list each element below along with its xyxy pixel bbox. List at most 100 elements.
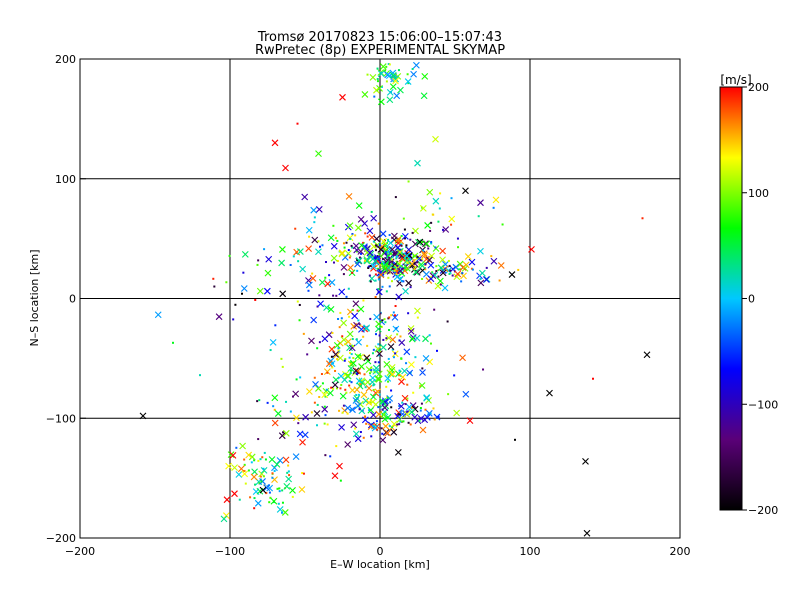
data-point-161 [392, 261, 395, 264]
data-point-533 [401, 401, 404, 404]
data-point-620 [390, 428, 398, 436]
data-point-579 [372, 368, 380, 375]
data-point-206 [427, 261, 435, 269]
data-point-375 [338, 250, 346, 258]
data-point-915 [297, 248, 304, 255]
data-point-954 [414, 356, 417, 359]
data-point-261 [435, 270, 438, 273]
data-point-458 [395, 370, 402, 378]
data-point-1074 [313, 410, 321, 417]
data-point-1017 [357, 215, 365, 223]
data-point-653 [367, 423, 375, 431]
data-point-234 [416, 261, 419, 264]
data-point-430 [406, 73, 409, 76]
data-point-993 [419, 369, 426, 376]
data-point-588 [375, 420, 378, 423]
data-point-1048 [582, 457, 589, 465]
data-point-940 [317, 300, 324, 308]
data-point-135 [413, 268, 421, 276]
data-point-325 [381, 258, 384, 261]
data-point-111 [428, 252, 436, 260]
y-tick-label-1: −100 [46, 412, 76, 425]
data-point-254 [449, 269, 452, 272]
data-point-773 [243, 458, 246, 461]
data-point-87 [430, 241, 433, 244]
data-point-208 [400, 280, 403, 283]
data-point-909 [269, 339, 277, 346]
data-point-949 [396, 333, 399, 336]
data-point-520 [363, 373, 366, 376]
data-point-326 [336, 259, 339, 262]
data-point-487 [363, 416, 366, 419]
data-point-474 [354, 427, 357, 430]
data-point-366 [330, 242, 338, 250]
data-point-427 [420, 92, 428, 100]
data-point-1054 [271, 139, 279, 147]
data-point-387 [294, 227, 297, 230]
data-point-792 [260, 466, 268, 474]
data-point-374 [332, 224, 335, 227]
data-point-471 [323, 368, 331, 376]
data-point-1071 [466, 417, 474, 425]
data-point-1036 [477, 215, 480, 218]
data-point-1000 [401, 367, 408, 375]
data-point-109 [409, 286, 412, 289]
data-point-287 [477, 279, 485, 287]
data-point-826 [301, 472, 304, 475]
data-point-755 [345, 295, 348, 298]
data-point-874 [316, 424, 319, 427]
data-point-957 [363, 354, 371, 362]
data-point-441 [421, 72, 429, 80]
data-point-514 [372, 388, 375, 391]
data-point-1037 [305, 226, 313, 234]
data-point-898 [324, 454, 327, 457]
data-point-822 [262, 475, 265, 478]
data-point-550 [372, 383, 375, 386]
data-point-148 [362, 241, 365, 244]
data-point-832 [247, 469, 250, 472]
data-point-918 [327, 306, 335, 313]
data-point-1022 [432, 197, 440, 205]
data-point-943 [263, 287, 271, 295]
data-point-156 [357, 248, 365, 255]
data-point-808 [259, 475, 262, 478]
data-point-173 [382, 247, 389, 255]
data-point-40 [412, 255, 415, 258]
data-point-233 [448, 272, 451, 275]
data-point-97 [379, 261, 382, 264]
data-point-137 [398, 254, 406, 262]
data-point-625 [424, 408, 427, 411]
data-point-821 [270, 497, 278, 505]
data-point-1063 [199, 374, 201, 377]
data-point-965 [433, 308, 436, 311]
colorbar-tick-label-0: 200 [748, 81, 769, 94]
data-point-702 [298, 319, 301, 322]
data-point-144 [419, 259, 422, 262]
data-point-367 [265, 255, 273, 263]
data-point-656 [380, 427, 383, 430]
data-point-677 [404, 403, 407, 406]
data-point-312 [436, 277, 444, 285]
data-point-428 [389, 83, 397, 91]
data-point-570 [362, 335, 365, 338]
data-point-838 [237, 465, 245, 473]
data-point-1060 [462, 187, 469, 195]
data-point-691 [374, 345, 382, 353]
data-point-849 [318, 395, 321, 398]
data-point-1044 [370, 214, 378, 222]
data-point-903 [295, 378, 298, 381]
data-point-698 [407, 325, 415, 332]
data-point-418 [384, 69, 387, 72]
data-point-383 [315, 248, 322, 256]
data-point-946 [482, 368, 485, 371]
data-point-1034 [354, 224, 362, 232]
data-point-1026 [450, 223, 453, 226]
colorbar-tick-label-1: 100 [748, 187, 769, 200]
data-point-182 [400, 234, 403, 237]
data-point-278 [420, 250, 428, 257]
data-point-545 [333, 341, 341, 349]
data-point-735 [428, 334, 431, 337]
data-point-32 [421, 258, 424, 261]
data-point-546 [388, 363, 396, 371]
data-point-814 [271, 476, 274, 479]
